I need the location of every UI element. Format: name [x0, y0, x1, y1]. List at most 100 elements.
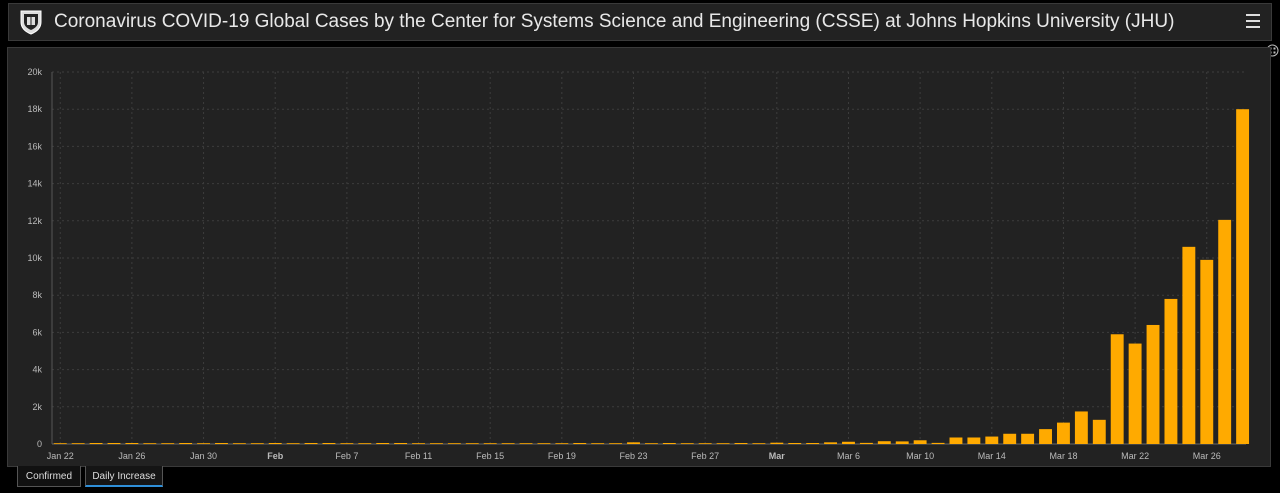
bar[interactable] — [949, 437, 963, 444]
bar[interactable] — [1057, 422, 1070, 444]
bar[interactable] — [412, 443, 425, 444]
bar[interactable] — [107, 443, 121, 444]
bar[interactable] — [859, 442, 873, 444]
bar[interactable] — [644, 443, 658, 444]
bar[interactable] — [1092, 419, 1106, 444]
bar[interactable] — [770, 442, 784, 444]
bar[interactable] — [1236, 109, 1250, 444]
bar[interactable] — [1074, 411, 1088, 444]
x-tick-label: Feb — [267, 451, 284, 461]
bar[interactable] — [752, 443, 766, 444]
bar[interactable] — [519, 443, 533, 444]
x-tick-label: Mar 14 — [978, 451, 1006, 461]
bar[interactable] — [716, 443, 730, 444]
bar[interactable] — [465, 443, 479, 444]
x-tick-label: Feb 19 — [548, 451, 576, 461]
bar[interactable] — [394, 443, 408, 444]
bar[interactable] — [806, 443, 820, 444]
bar[interactable] — [913, 440, 927, 444]
bar[interactable] — [179, 443, 193, 444]
bar[interactable] — [197, 443, 211, 444]
daily-increase-chart: 0 2k 4k 6k 8k 10k 12k 14k 16k 18k 20k Jan 22 Jan 26 J… — [27, 67, 1250, 461]
bar[interactable] — [1182, 246, 1196, 444]
bar[interactable] — [1110, 334, 1124, 444]
x-tick-label: Jan 22 — [47, 451, 74, 461]
bar[interactable] — [215, 443, 228, 444]
bar[interactable] — [877, 441, 891, 444]
bar[interactable] — [985, 436, 999, 444]
bar[interactable] — [143, 443, 157, 444]
bar[interactable] — [232, 443, 246, 444]
bar[interactable] — [1128, 343, 1142, 444]
bar[interactable] — [555, 443, 569, 444]
bar[interactable] — [842, 441, 855, 444]
bar[interactable] — [931, 442, 945, 444]
y-tick-label: 10k — [27, 253, 42, 263]
bar[interactable] — [286, 443, 300, 444]
x-tick-label: Mar 18 — [1049, 451, 1077, 461]
x-tick-label: Mar 22 — [1121, 451, 1149, 461]
x-tick-label: Mar — [769, 451, 786, 461]
x-tick-label: Feb 7 — [335, 451, 358, 461]
bar[interactable] — [376, 443, 390, 444]
bar[interactable] — [268, 443, 282, 444]
bar[interactable] — [89, 443, 103, 444]
x-tick-label: Feb 23 — [619, 451, 647, 461]
bar[interactable] — [1146, 324, 1160, 444]
page-title: Coronavirus COVID-19 Global Cases by the… — [54, 11, 1175, 32]
y-tick-label: 8k — [32, 290, 42, 300]
app-header: Coronavirus COVID-19 Global Cases by the… — [8, 3, 1272, 41]
bar[interactable] — [662, 443, 676, 444]
bar[interactable] — [627, 442, 640, 444]
bar[interactable] — [125, 443, 139, 444]
bar[interactable] — [429, 443, 443, 444]
bar[interactable] — [1200, 259, 1214, 444]
jhu-shield-icon — [20, 10, 42, 35]
x-tick-label: Jan 26 — [118, 451, 145, 461]
bar[interactable] — [895, 441, 909, 444]
x-tick-label: Feb 27 — [691, 451, 719, 461]
bar[interactable] — [304, 443, 318, 444]
x-tick-label: Feb 15 — [476, 451, 504, 461]
bar[interactable] — [1021, 433, 1035, 444]
bar[interactable] — [1218, 219, 1232, 444]
bar[interactable] — [609, 443, 623, 444]
x-tick-label: Feb 11 — [405, 451, 432, 461]
bar[interactable] — [573, 443, 587, 444]
bar[interactable] — [71, 443, 85, 444]
bar[interactable] — [483, 443, 497, 444]
x-tick-label: Jan 30 — [190, 451, 217, 461]
bar[interactable] — [358, 443, 372, 444]
bar[interactable] — [734, 443, 748, 444]
hamburger-menu-icon[interactable] — [1245, 10, 1265, 32]
bar[interactable] — [967, 437, 981, 444]
tab-confirmed[interactable]: Confirmed — [17, 466, 81, 487]
tab-daily-increase[interactable]: Daily Increase — [85, 466, 163, 487]
y-tick-label: 18k — [27, 104, 42, 114]
bar[interactable] — [250, 443, 264, 444]
bar[interactable] — [680, 443, 694, 444]
x-tick-label: Mar 10 — [906, 451, 934, 461]
y-tick-label: 16k — [27, 141, 42, 151]
y-tick-label: 2k — [32, 402, 42, 412]
bar[interactable] — [1003, 433, 1017, 444]
bar[interactable] — [1164, 298, 1178, 444]
y-tick-label: 12k — [27, 216, 42, 226]
bar[interactable] — [340, 443, 354, 444]
bar[interactable] — [53, 443, 67, 444]
y-tick-label: 14k — [27, 179, 42, 189]
bar[interactable] — [788, 443, 802, 444]
bar[interactable] — [501, 443, 515, 444]
x-tick-label: Mar 26 — [1193, 451, 1221, 461]
y-tick-label: 20k — [27, 67, 42, 77]
bar[interactable] — [447, 443, 461, 444]
bar[interactable] — [322, 443, 336, 444]
chart-panel: 0 2k 4k 6k 8k 10k 12k 14k 16k 18k 20k Jan 22 Jan 26 J… — [7, 47, 1271, 467]
y-tick-label: 6k — [32, 327, 42, 337]
bar[interactable] — [161, 443, 175, 444]
bar[interactable] — [698, 443, 712, 444]
bar[interactable] — [1039, 429, 1052, 444]
bar[interactable] — [591, 443, 605, 444]
bar[interactable] — [824, 442, 838, 444]
bar[interactable] — [537, 443, 551, 444]
